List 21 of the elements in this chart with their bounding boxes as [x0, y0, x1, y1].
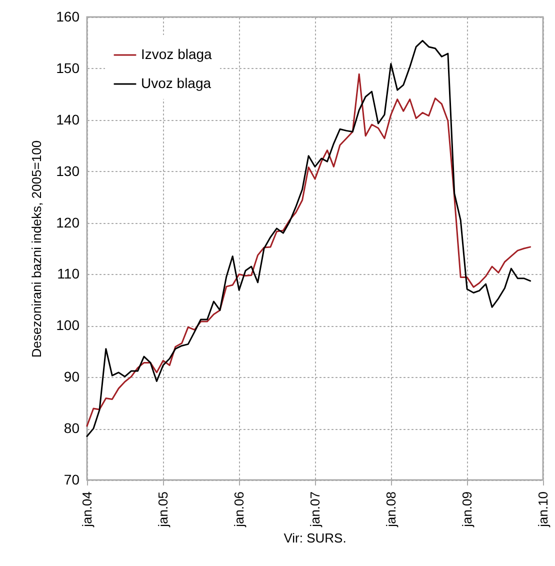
- text: Vir: SURS.: [284, 530, 346, 546]
- x-tick-label: jan.06: [232, 492, 247, 528]
- x-tick-label: jan.05: [156, 492, 171, 528]
- y-tick-label: 120: [56, 214, 80, 230]
- y-tick-label: 150: [56, 60, 80, 76]
- x-tick-label: jan.10: [536, 492, 550, 528]
- y-tick-label: 70: [64, 472, 80, 488]
- y-tick-label: 100: [56, 317, 80, 334]
- legend-label: Uvoz blaga: [141, 75, 212, 91]
- y-tick-label: 90: [64, 368, 80, 385]
- x-tick-label: jan.07: [308, 492, 322, 528]
- legend-label: Izvoz blaga: [141, 46, 212, 62]
- y-tick-label: 80: [64, 420, 80, 436]
- y-axis-title: Desezonirani bazni indeks, 2005=100: [29, 140, 44, 358]
- y-tick-label: 130: [56, 162, 80, 179]
- y-tick-label: 110: [57, 266, 80, 282]
- y-tick-label: 140: [56, 111, 80, 128]
- x-tick-label: jan.08: [383, 492, 398, 528]
- y-tick-label: 160: [56, 8, 80, 24]
- x-tick-label: jan.04: [80, 492, 94, 528]
- x-tick-label: jan.09: [460, 492, 475, 528]
